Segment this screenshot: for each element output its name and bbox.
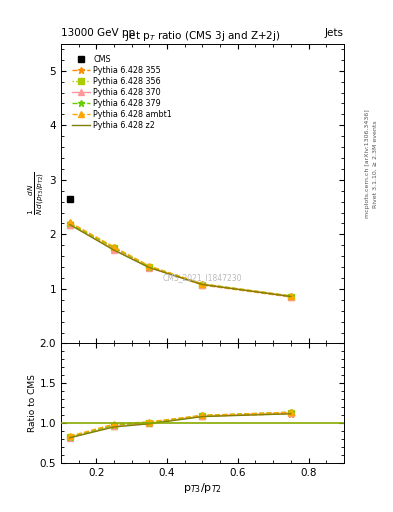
Pythia 6.428 379 <box>112 244 116 250</box>
Pythia 6.428 379 <box>147 264 152 270</box>
Y-axis label: Ratio to CMS: Ratio to CMS <box>28 374 37 432</box>
Line: Pythia 6.428 ambt1: Pythia 6.428 ambt1 <box>67 220 294 298</box>
Pythia 6.428 z2 <box>112 247 116 253</box>
Pythia 6.428 ambt1 <box>200 281 205 287</box>
Pythia 6.428 355 <box>68 220 72 226</box>
Pythia 6.428 ambt1 <box>288 293 293 299</box>
Pythia 6.428 355 <box>200 282 205 288</box>
Pythia 6.428 355 <box>288 294 293 300</box>
Pythia 6.428 356 <box>112 245 116 251</box>
Pythia 6.428 z2 <box>68 222 72 228</box>
Pythia 6.428 356 <box>68 222 72 228</box>
Pythia 6.428 ambt1 <box>68 219 72 225</box>
Legend: CMS, Pythia 6.428 355, Pythia 6.428 356, Pythia 6.428 370, Pythia 6.428 379, Pyt: CMS, Pythia 6.428 355, Pythia 6.428 356,… <box>71 54 174 132</box>
Pythia 6.428 379 <box>68 220 72 226</box>
Pythia 6.428 370 <box>288 293 293 300</box>
Line: Pythia 6.428 370: Pythia 6.428 370 <box>67 222 294 300</box>
Text: mcplots.cern.ch [arXiv:1306.3436]: mcplots.cern.ch [arXiv:1306.3436] <box>365 110 370 218</box>
Line: Pythia 6.428 355: Pythia 6.428 355 <box>66 220 294 301</box>
Line: Pythia 6.428 z2: Pythia 6.428 z2 <box>70 225 291 296</box>
Pythia 6.428 370 <box>112 247 116 253</box>
Pythia 6.428 370 <box>68 222 72 228</box>
Pythia 6.428 z2 <box>288 293 293 300</box>
Line: Pythia 6.428 379: Pythia 6.428 379 <box>66 220 294 300</box>
Pythia 6.428 z2 <box>147 265 152 271</box>
Y-axis label: $\frac{1}{N}\frac{dN}{d(p_{T3}/p_{T2})}$: $\frac{1}{N}\frac{dN}{d(p_{T3}/p_{T2})}$ <box>27 172 47 216</box>
Text: CMS_2021_I1847230: CMS_2021_I1847230 <box>163 273 242 282</box>
Pythia 6.428 ambt1 <box>147 263 152 269</box>
Pythia 6.428 379 <box>288 293 293 299</box>
Pythia 6.428 ambt1 <box>112 244 116 250</box>
Text: Jets: Jets <box>325 28 344 38</box>
Pythia 6.428 379 <box>200 281 205 287</box>
Pythia 6.428 356 <box>200 282 205 288</box>
Pythia 6.428 z2 <box>200 282 205 288</box>
Pythia 6.428 355 <box>147 264 152 270</box>
Pythia 6.428 370 <box>200 282 205 288</box>
Pythia 6.428 356 <box>147 264 152 270</box>
Text: 13000 GeV pp: 13000 GeV pp <box>61 28 135 38</box>
Line: Pythia 6.428 356: Pythia 6.428 356 <box>67 222 294 300</box>
Text: Rivet 3.1.10, ≥ 2.3M events: Rivet 3.1.10, ≥ 2.3M events <box>373 120 378 208</box>
Pythia 6.428 356 <box>288 293 293 300</box>
Title: Jet p$_{T}$ ratio (CMS 3j and Z+2j): Jet p$_{T}$ ratio (CMS 3j and Z+2j) <box>125 29 280 44</box>
Pythia 6.428 370 <box>147 265 152 271</box>
Pythia 6.428 355 <box>112 246 116 252</box>
X-axis label: p$_{T3}$/p$_{T2}$: p$_{T3}$/p$_{T2}$ <box>183 481 222 495</box>
